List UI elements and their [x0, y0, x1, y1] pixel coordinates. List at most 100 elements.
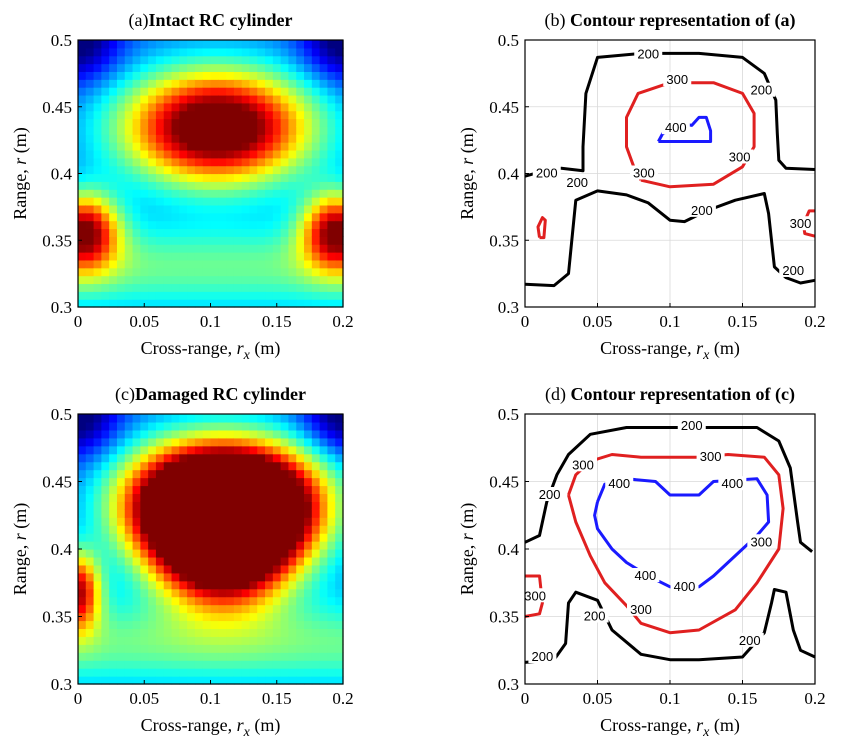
heatmap-cell — [210, 517, 219, 526]
heatmap-cell — [233, 165, 243, 175]
heatmap-cell — [311, 252, 321, 261]
heatmap-cell — [116, 118, 126, 127]
heatmap-cell — [304, 102, 313, 112]
heatmap-cell — [78, 40, 87, 49]
heatmap-cell — [140, 628, 149, 637]
heatmap-cell — [288, 596, 297, 606]
heatmap-cell — [226, 220, 235, 230]
heatmap-cell — [319, 485, 329, 495]
heatmap-cell — [272, 173, 282, 182]
heatmap-cell — [249, 142, 258, 151]
heatmap-cell — [171, 668, 180, 677]
heatmap-cell — [304, 228, 313, 237]
heatmap-cell — [311, 604, 321, 614]
heatmap-cell — [187, 267, 196, 277]
heatmap-cell — [78, 429, 87, 439]
heatmap-cell — [265, 63, 274, 73]
heatmap-cell — [140, 636, 149, 645]
heatmap-cell — [257, 126, 266, 135]
heatmap-cell — [311, 110, 321, 120]
heatmap-cell — [179, 421, 188, 431]
heatmap-cell — [311, 620, 321, 630]
heatmap-cell — [85, 477, 95, 487]
heatmap-cell — [327, 453, 336, 463]
heatmap-cell — [319, 596, 329, 606]
heatmap-cell — [202, 660, 212, 669]
heatmap-cell — [265, 533, 274, 542]
heatmap-cell — [194, 414, 204, 423]
heatmap-cell — [85, 204, 95, 214]
heatmap-cell — [202, 620, 212, 630]
y-tick-label: 0.3 — [51, 675, 72, 694]
heatmap-cell — [218, 142, 227, 151]
heatmap-cell — [140, 588, 149, 598]
heatmap-cell — [304, 181, 313, 190]
heatmap-cell — [109, 644, 118, 653]
x-tick-label: 0.05 — [583, 312, 613, 331]
heatmap-cell — [319, 469, 329, 479]
heatmap-cell — [210, 453, 219, 463]
heatmap-cell — [280, 493, 290, 502]
heatmap-cell — [132, 228, 141, 237]
heatmap-cell — [93, 197, 102, 206]
heatmap-cell — [210, 236, 219, 245]
heatmap-cell — [93, 660, 102, 669]
heatmap-cell — [311, 267, 321, 277]
heatmap-cell — [335, 429, 344, 439]
heatmap-cell — [202, 134, 212, 143]
heatmap-cell — [155, 118, 165, 127]
heatmap-cell — [93, 604, 102, 614]
heatmap-cell — [171, 181, 180, 190]
heatmap-cell — [249, 525, 258, 534]
heatmap-cell — [194, 236, 204, 245]
heatmap-cell — [171, 644, 180, 653]
heatmap-cell — [132, 429, 141, 439]
heatmap-cell — [124, 118, 134, 127]
heatmap-cell — [163, 485, 173, 495]
heatmap-cell — [226, 501, 235, 510]
heatmap-cell — [241, 47, 251, 57]
heatmap-cell — [304, 541, 313, 550]
heatmap-cell — [241, 267, 251, 277]
heatmap-cell — [171, 620, 180, 630]
heatmap-cell — [288, 493, 297, 502]
heatmap-cell — [179, 134, 188, 143]
heatmap-cell — [93, 79, 102, 88]
heatmap-cell — [288, 556, 297, 566]
heatmap-cell — [226, 197, 235, 206]
heatmap-cell — [319, 676, 329, 685]
heatmap-cell — [155, 47, 165, 57]
heatmap-cell — [93, 533, 102, 542]
heatmap-cell — [179, 110, 188, 120]
heatmap-cell — [202, 197, 212, 206]
heatmap-cell — [319, 421, 329, 431]
heatmap-cell — [249, 110, 258, 120]
heatmap-cell — [132, 493, 141, 502]
heatmap-cell — [210, 445, 219, 455]
heatmap-cell — [249, 414, 258, 423]
heatmap-cell — [218, 556, 227, 566]
heatmap-cell — [296, 220, 305, 230]
heatmap-cell — [280, 644, 290, 653]
heatmap-cell — [132, 79, 141, 88]
heatmap-cell — [257, 485, 266, 495]
heatmap-cell — [132, 628, 141, 637]
heatmap-cell — [265, 189, 274, 198]
contour-label-bg — [779, 262, 808, 277]
heatmap-cell — [249, 636, 258, 645]
heatmap-cell — [163, 40, 173, 49]
heatmap-cell — [272, 252, 282, 261]
heatmap-cell — [124, 628, 134, 637]
heatmap-cell — [335, 259, 344, 269]
heatmap-cell — [132, 572, 141, 582]
heatmap-cell — [335, 220, 344, 230]
heatmap-cell — [335, 55, 344, 65]
heatmap-cell — [210, 501, 219, 510]
heatmap-cell — [140, 47, 149, 57]
contour-label: 200 — [750, 83, 772, 98]
heatmap-cell — [327, 644, 336, 653]
heatmap-cell — [116, 541, 126, 550]
heatmap-cell — [296, 445, 305, 455]
heatmap-cell — [249, 493, 258, 502]
heatmap-cell — [218, 189, 227, 198]
